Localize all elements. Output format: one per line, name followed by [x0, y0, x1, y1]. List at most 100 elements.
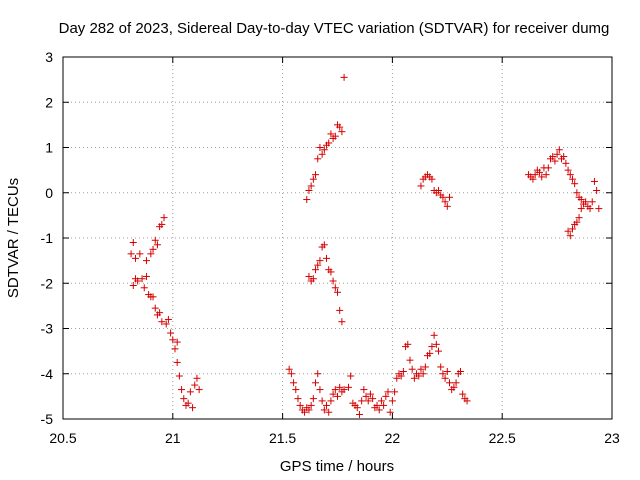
y-tick-label: -2	[41, 275, 54, 291]
y-tick-label: 0	[45, 185, 53, 201]
chart-title: Day 282 of 2023, Sidereal Day-to-day VTE…	[59, 20, 610, 37]
data-point	[566, 171, 574, 179]
data-point	[151, 304, 159, 312]
data-point	[320, 146, 328, 154]
data-point	[325, 408, 333, 416]
data-point	[323, 254, 331, 262]
data-point	[358, 397, 366, 405]
data-point	[329, 390, 337, 398]
data-point	[153, 241, 161, 249]
data-point	[338, 318, 346, 326]
data-point	[307, 401, 315, 409]
data-point	[173, 338, 181, 346]
data-point	[325, 139, 333, 147]
data-point	[382, 392, 390, 400]
data-point	[428, 175, 436, 183]
data-point	[393, 374, 401, 382]
x-tick-label: 22.5	[489, 430, 516, 446]
y-tick-label: -3	[41, 321, 54, 337]
data-point	[347, 372, 355, 380]
data-point	[314, 370, 322, 378]
data-point	[417, 365, 425, 373]
data-point	[586, 205, 594, 213]
data-point	[331, 284, 339, 292]
data-point	[307, 182, 315, 190]
data-point	[544, 164, 552, 172]
data-point	[173, 358, 181, 366]
data-point	[397, 372, 405, 380]
data-point	[167, 329, 175, 337]
data-point	[336, 123, 344, 131]
y-tick-label: 1	[45, 140, 53, 156]
x-tick-label: 23	[604, 430, 620, 446]
data-point	[142, 257, 150, 265]
data-point	[138, 275, 146, 283]
data-point	[568, 175, 576, 183]
data-point	[566, 232, 574, 240]
data-point	[327, 268, 335, 276]
data-point	[577, 205, 585, 213]
grid	[63, 57, 612, 419]
data-point	[573, 189, 581, 197]
data-point	[142, 272, 150, 280]
data-point	[406, 356, 414, 364]
x-axis: 20.5 21 21.5 22 22.5 23	[49, 57, 620, 446]
data-point	[538, 173, 546, 181]
x-tick-label: 22	[385, 430, 401, 446]
data-point	[408, 365, 416, 373]
data-point	[441, 374, 449, 382]
data-point	[562, 159, 570, 167]
data-point	[426, 349, 434, 357]
data-point	[160, 214, 168, 222]
data-point	[294, 395, 302, 403]
data-point	[375, 406, 383, 414]
data-point	[529, 175, 537, 183]
data-point	[164, 315, 172, 323]
data-point	[290, 379, 298, 387]
data-point	[355, 410, 363, 418]
data-point	[417, 182, 425, 190]
data-point	[305, 186, 313, 194]
data-point	[149, 245, 157, 253]
data-point	[327, 130, 335, 138]
x-tick-label: 21.5	[269, 430, 296, 446]
data-point	[340, 73, 348, 81]
data-point	[175, 372, 183, 380]
data-point	[568, 225, 576, 233]
data-point	[309, 175, 317, 183]
data-point	[195, 386, 203, 394]
y-axis: -5 -4 -3 -2 -1 0 1 2 3	[41, 49, 612, 427]
data-point	[399, 367, 407, 375]
data-point	[555, 146, 563, 154]
plot-frame	[62, 56, 613, 420]
data-point	[364, 397, 372, 405]
data-point	[551, 157, 559, 165]
data-point	[316, 386, 324, 394]
data-point	[193, 374, 201, 382]
data-point	[373, 401, 381, 409]
data-point	[314, 261, 322, 269]
data-point	[386, 408, 394, 416]
data-series	[127, 73, 603, 418]
data-point	[353, 404, 361, 412]
data-point	[169, 336, 177, 344]
data-point	[595, 205, 603, 213]
data-point	[320, 406, 328, 414]
data-point	[450, 383, 458, 391]
data-point	[318, 150, 326, 158]
data-point	[377, 397, 385, 405]
data-point	[312, 171, 320, 179]
data-point	[435, 347, 443, 355]
data-point	[131, 254, 139, 262]
data-point	[542, 171, 550, 179]
data-point	[316, 257, 324, 265]
data-point	[318, 397, 326, 405]
data-point	[366, 390, 374, 398]
data-point	[184, 399, 192, 407]
data-point	[129, 282, 137, 290]
data-point	[430, 331, 438, 339]
data-point	[536, 168, 544, 176]
data-point	[571, 180, 579, 188]
data-point	[309, 395, 317, 403]
